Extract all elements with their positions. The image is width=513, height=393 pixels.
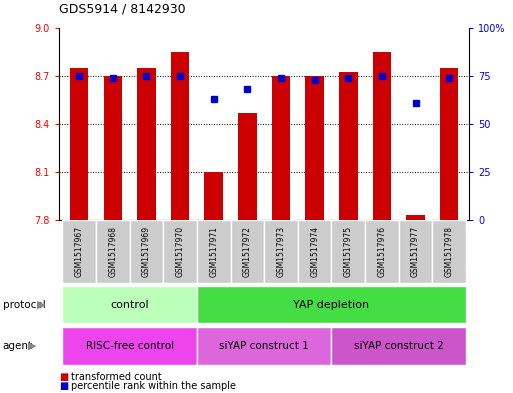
Bar <box>96 220 130 283</box>
Bar <box>104 75 122 220</box>
Text: RISC-free control: RISC-free control <box>86 341 174 351</box>
Text: transformed count: transformed count <box>71 372 162 382</box>
Bar <box>197 220 230 283</box>
Bar <box>230 220 264 283</box>
Bar <box>63 286 197 323</box>
Bar <box>399 220 432 283</box>
Bar <box>264 220 298 283</box>
Bar <box>238 112 256 220</box>
Text: protocol: protocol <box>3 299 45 310</box>
Text: ■: ■ <box>59 381 68 391</box>
Text: GSM1517970: GSM1517970 <box>175 226 185 277</box>
Text: GSM1517974: GSM1517974 <box>310 226 319 277</box>
Bar <box>63 327 197 365</box>
Text: GSM1517972: GSM1517972 <box>243 226 252 277</box>
Bar <box>197 327 331 365</box>
Text: GSM1517978: GSM1517978 <box>445 226 453 277</box>
Text: ■: ■ <box>59 372 68 382</box>
Bar <box>272 75 290 220</box>
Bar <box>331 327 466 365</box>
Text: GSM1517971: GSM1517971 <box>209 226 218 277</box>
Bar <box>137 68 156 220</box>
Text: GSM1517977: GSM1517977 <box>411 226 420 277</box>
Bar <box>63 220 96 283</box>
Text: YAP depletion: YAP depletion <box>293 299 369 310</box>
Bar <box>163 220 197 283</box>
Text: siYAP construct 2: siYAP construct 2 <box>354 341 444 351</box>
Bar <box>331 220 365 283</box>
Bar <box>339 72 358 220</box>
Bar <box>130 220 163 283</box>
Text: control: control <box>110 299 149 310</box>
Text: ▶: ▶ <box>28 341 37 351</box>
Bar <box>365 220 399 283</box>
Text: percentile rank within the sample: percentile rank within the sample <box>71 381 236 391</box>
Bar <box>440 68 459 220</box>
Bar <box>432 220 466 283</box>
Text: GDS5914 / 8142930: GDS5914 / 8142930 <box>59 3 186 16</box>
Text: GSM1517976: GSM1517976 <box>378 226 386 277</box>
Text: agent: agent <box>3 341 33 351</box>
Bar <box>171 51 189 220</box>
Text: GSM1517975: GSM1517975 <box>344 226 353 277</box>
Bar <box>197 286 466 323</box>
Bar <box>205 172 223 220</box>
Bar <box>305 75 324 220</box>
Text: GSM1517967: GSM1517967 <box>75 226 84 277</box>
Bar <box>372 51 391 220</box>
Text: GSM1517968: GSM1517968 <box>108 226 117 277</box>
Bar <box>298 220 331 283</box>
Text: GSM1517969: GSM1517969 <box>142 226 151 277</box>
Bar <box>70 68 88 220</box>
Bar <box>406 215 425 220</box>
Text: ▶: ▶ <box>37 299 46 310</box>
Text: siYAP construct 1: siYAP construct 1 <box>220 341 309 351</box>
Text: GSM1517973: GSM1517973 <box>277 226 286 277</box>
